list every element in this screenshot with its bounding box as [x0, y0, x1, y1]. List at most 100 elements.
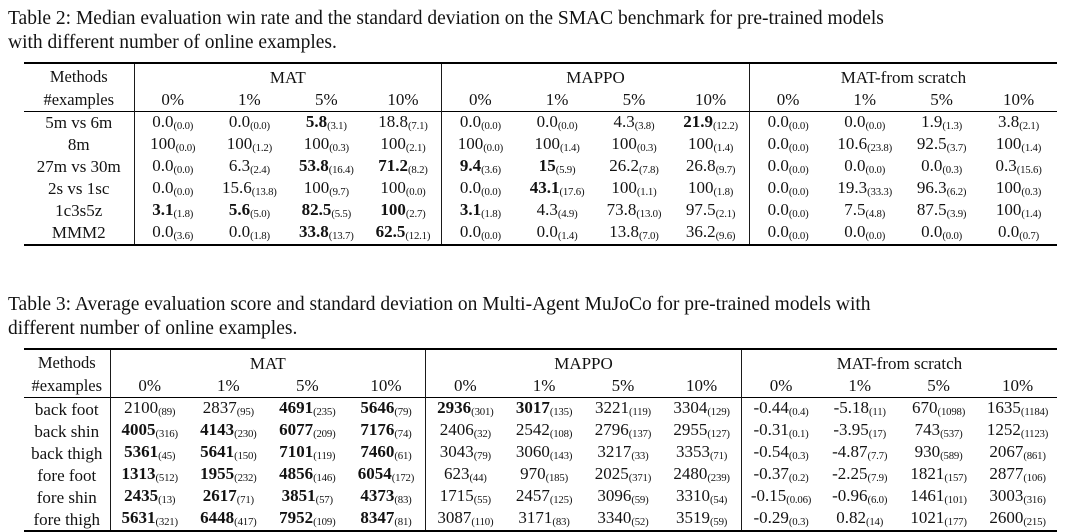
row-label: 1c3s5z	[55, 201, 103, 220]
std-dev: (129)	[707, 406, 730, 418]
value: 7.5	[844, 200, 866, 219]
value-cell: 3340(52)	[583, 508, 662, 531]
value: 3003	[989, 486, 1024, 505]
value-cell: 7460(61)	[347, 442, 426, 464]
value: 3043	[439, 442, 474, 461]
value-cell: 0.0(0.0)	[441, 178, 519, 200]
table-row: 27m vs 30m 0.0(0.0) 6.3(2.4) 53.8(16.4) 71.2…	[24, 156, 1057, 178]
std-dev: (146)	[313, 472, 336, 484]
value-cell: 1461(101)	[899, 486, 978, 508]
value: 3519	[676, 508, 710, 527]
value-cell: 100(0.0)	[441, 134, 519, 156]
group-header-mat: MAT	[109, 349, 426, 374]
value-cell: 100(0.0)	[365, 178, 442, 200]
std-dev: (0.0)	[865, 164, 886, 176]
std-dev: (1.4)	[1021, 142, 1042, 154]
value: 3060	[515, 442, 550, 461]
std-dev: (2.4)	[250, 164, 270, 176]
std-dev: (55)	[473, 494, 491, 506]
percent-header: 5%	[611, 375, 635, 395]
row-label: 5m vs 6m	[24, 111, 135, 134]
value-cell: 0.0(0.0)	[748, 178, 827, 200]
value-cell: 100(1.4)	[519, 134, 596, 156]
value-cell: 4856(146)	[268, 464, 347, 486]
std-dev: (0.0)	[788, 230, 809, 242]
value-cell: 2025(371)	[583, 464, 662, 486]
value: 0.0	[767, 112, 789, 131]
value: 53.8	[298, 156, 329, 175]
value-cell: 5631(321)	[109, 508, 189, 531]
value-cell: 0.0(0.0)	[441, 222, 519, 245]
value: 0.82	[836, 508, 866, 527]
value: 3.1	[152, 200, 174, 219]
value-cell: 2955(127)	[662, 420, 741, 442]
value-cell: 33.8(13.7)	[288, 222, 365, 245]
value-cell: 21.9(12.2)	[672, 111, 750, 134]
value-cell: 3353(71)	[662, 442, 741, 464]
value: 2837	[202, 398, 237, 417]
std-dev: (79)	[473, 450, 491, 462]
value: 100	[226, 134, 253, 153]
value: 6.3	[228, 156, 251, 175]
std-dev: (1.8)	[173, 208, 194, 220]
std-dev: (17)	[868, 428, 886, 440]
value-cell: -0.37(0.2)	[740, 464, 821, 486]
value: -0.15	[750, 486, 787, 505]
std-dev: (3.6)	[481, 164, 501, 176]
std-dev: (81)	[394, 516, 412, 528]
value-cell: 3043(79)	[425, 442, 505, 464]
value: 100	[611, 134, 637, 153]
percent-header: 5%	[295, 375, 319, 395]
value-cell: 0.0(0.0)	[748, 222, 827, 245]
value: -0.29	[753, 508, 789, 527]
std-dev: (0.0)	[483, 142, 503, 154]
value-cell: 2067(861)	[978, 442, 1057, 464]
std-dev: (215)	[1023, 516, 1046, 528]
value: 1313	[121, 464, 156, 483]
value-cell: 2435(13)	[109, 486, 189, 508]
value: 3217	[597, 442, 632, 461]
value-cell: -0.96(6.0)	[820, 486, 899, 508]
value-cell: 3851(57)	[268, 486, 347, 508]
value-cell: 2617(71)	[189, 486, 268, 508]
value: 100	[688, 134, 714, 153]
value-cell: 97.5(2.1)	[672, 200, 749, 222]
value-cell: 100(0.3)	[288, 134, 365, 156]
std-dev: (371)	[628, 472, 652, 484]
value-cell: 4373(83)	[347, 486, 426, 508]
std-dev: (7.9)	[867, 472, 888, 484]
std-dev: (7.0)	[638, 230, 659, 242]
group-header-mat-from-scratch: MAT-from scratch	[740, 349, 1057, 374]
value-cell: 0.0(0.0)	[133, 178, 211, 200]
table-row: MMM2 0.0(3.6) 0.0(1.8) 33.8(13.7) 62.5(12.1)…	[24, 222, 1057, 245]
std-dev: (185)	[545, 472, 569, 484]
value: 3353	[676, 442, 710, 461]
std-dev: (7.8)	[638, 164, 659, 176]
std-dev: (0.7)	[1019, 230, 1039, 242]
std-dev: (0.0)	[173, 186, 194, 198]
value-cell: 87.5(3.9)	[903, 200, 980, 222]
value: 930	[914, 442, 941, 461]
value: 0.0	[152, 156, 174, 175]
std-dev: (0.0)	[942, 230, 963, 242]
value-cell: 73.8(13.0)	[595, 200, 672, 222]
value-cell: 0.0(0.0)	[133, 156, 211, 178]
std-dev: (0.0)	[788, 186, 809, 198]
std-dev: (0.4)	[788, 406, 809, 418]
value-cell: 2877(106)	[978, 464, 1057, 486]
std-dev: (12.2)	[713, 120, 738, 132]
value-cell: -0.54(0.3)	[740, 442, 821, 464]
value: 3221	[594, 398, 629, 417]
value: 0.0	[767, 178, 789, 197]
value: 0.0	[921, 222, 943, 241]
value: 1021	[910, 508, 945, 527]
value-cell: 0.0(0.0)	[748, 111, 827, 134]
value: 97.5	[685, 200, 716, 219]
std-dev: (110)	[471, 516, 494, 528]
value: 5.8	[305, 112, 328, 131]
std-dev: (1.3)	[942, 120, 963, 132]
value: 100	[995, 178, 1022, 197]
std-dev: (0.0)	[481, 120, 501, 132]
table-row: back foot 2100(89) 2837(95) 4691(235) 5646(7…	[24, 397, 1057, 420]
value: 0.0	[921, 156, 943, 175]
